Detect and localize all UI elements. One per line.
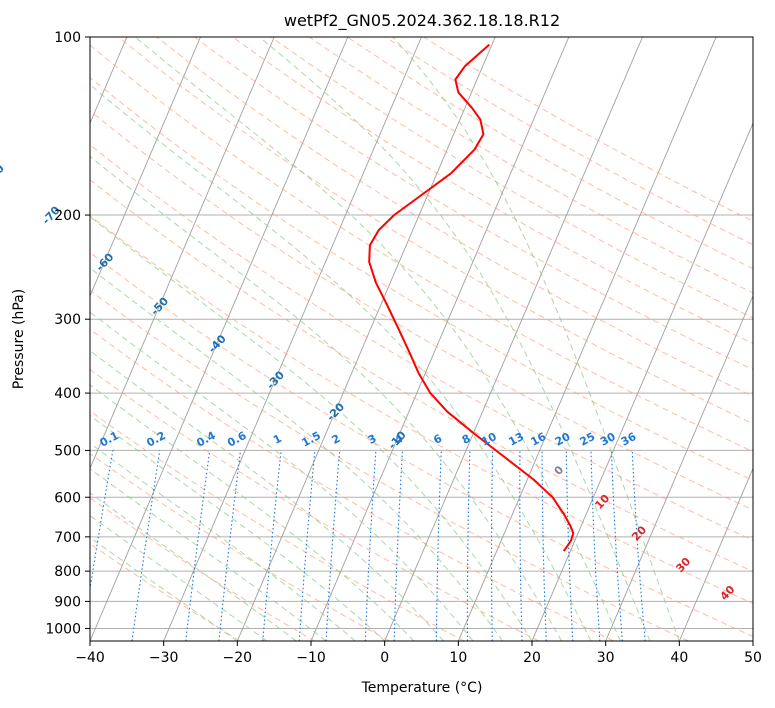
mixing-ratio-line — [131, 450, 161, 641]
mixing-ratio-label: 16 — [529, 430, 549, 449]
isotherm-line — [90, 37, 201, 298]
dry-adiabat-line — [90, 110, 753, 511]
x-tick-label: 10 — [449, 650, 467, 666]
x-tick-label: −10 — [296, 650, 326, 666]
mixing-ratio-line — [90, 450, 114, 593]
dry-adiabat-line — [232, 37, 753, 345]
x-tick-label: −40 — [75, 650, 105, 666]
dry-adiabat-line — [90, 144, 753, 541]
y-tick-label: 700 — [54, 530, 81, 546]
y-tick-label: 800 — [54, 564, 81, 580]
x-tick-label: −30 — [149, 650, 179, 666]
mixing-ratio-label: 20 — [553, 430, 573, 449]
x-tick-label: 30 — [597, 650, 615, 666]
mixing-ratio-line — [185, 450, 211, 641]
moist-adiabat-line — [90, 442, 356, 641]
moist-adiabat-line — [392, 37, 680, 641]
dry-adiabat-line — [90, 179, 753, 572]
plot-frame — [89, 36, 754, 642]
y-axis-title: Pressure (hPa) — [11, 289, 27, 389]
moist-adiabat-line — [90, 267, 503, 641]
temperature-profile-line — [368, 43, 575, 552]
isotherm-line — [384, 37, 643, 641]
x-tick-label: 0 — [380, 650, 389, 666]
mixing-ratio-line — [262, 450, 282, 641]
x-tick-label: −20 — [223, 650, 253, 666]
dry-adiabat-line — [90, 368, 540, 641]
mixing-ratio-label: 10 — [479, 430, 499, 449]
isotherm-line — [457, 37, 717, 641]
y-tick-label: 1000 — [45, 621, 81, 637]
mixing-ratio-line — [218, 450, 242, 641]
mixing-ratio-label: 36 — [619, 430, 639, 449]
moist-adiabat-line — [90, 492, 297, 641]
dry-adiabat-line — [90, 453, 390, 641]
x-tick-label: 50 — [744, 650, 762, 666]
dry-adiabat-line — [194, 37, 753, 371]
mixing-ratio-label: 13 — [506, 430, 526, 449]
y-tick-label: 200 — [54, 208, 81, 224]
x-tick-label: 40 — [670, 650, 688, 666]
dry-adiabat-line — [90, 214, 753, 605]
moist-adiabat-line — [90, 384, 415, 641]
mixing-ratio-label: 25 — [578, 430, 598, 449]
moist-adiabat-line — [90, 468, 327, 641]
isotherm-line — [605, 294, 753, 641]
dry-adiabat-line — [90, 251, 753, 638]
mixing-ratio-label: 30 — [598, 430, 618, 449]
background-lines — [90, 37, 753, 641]
sounding-profiles — [368, 43, 575, 552]
dry-adiabat-line — [90, 76, 753, 482]
y-tick-label: 600 — [54, 490, 81, 506]
isotherm-line — [310, 37, 570, 641]
x-axis-ticks: −40 −30 −20 −10 0 10 20 30 40 50 — [75, 641, 762, 666]
y-tick-label: 500 — [54, 443, 81, 459]
moist-adiabat-line — [90, 311, 474, 641]
y-tick-label: 300 — [54, 312, 81, 328]
dry-adiabat-line — [90, 328, 614, 641]
isotherm-line — [163, 37, 422, 641]
x-axis-title: Temperature (°C) — [361, 680, 483, 696]
dry-adiabat-line — [90, 497, 315, 641]
x-tick-label: 20 — [523, 650, 541, 666]
chart-title: wetPf2_GN05.2024.362.18.18.R12 — [284, 11, 560, 31]
y-tick-label: 100 — [54, 30, 81, 46]
isotherm-label: -80 — [0, 162, 7, 186]
moist-adiabat-line — [259, 37, 651, 641]
moist-adiabat-line — [90, 215, 533, 641]
dry-adiabat-line — [90, 44, 753, 453]
isotherm-line — [236, 37, 496, 641]
isotherm-line — [531, 122, 753, 641]
isotherm-line — [90, 37, 275, 470]
y-tick-label: 400 — [54, 386, 81, 402]
moist-adiabat-line — [90, 414, 386, 641]
isotherm-line — [678, 467, 753, 641]
moist-adiabat-line — [90, 84, 592, 641]
moist-adiabat-line — [90, 350, 444, 641]
moist-adiabat-line — [134, 37, 621, 641]
y-tick-label: 900 — [54, 594, 81, 610]
dry-adiabat-line — [118, 37, 753, 425]
isotherm-line — [90, 37, 349, 641]
moist-adiabat-line — [90, 155, 562, 641]
y-axis-ticks: 100 200 300 400 500 600 700 800 900 1000 — [45, 30, 90, 637]
